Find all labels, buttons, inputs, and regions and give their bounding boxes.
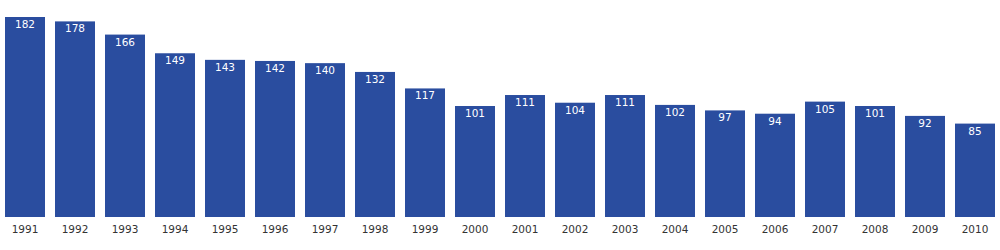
x-tick-label: 2007 <box>812 223 839 235</box>
bar <box>605 95 645 217</box>
data-label: 85 <box>968 125 981 137</box>
data-label: 132 <box>365 73 385 85</box>
x-tick-label: 2004 <box>662 223 689 235</box>
x-tick: 1992 <box>62 217 89 235</box>
x-tick-label: 2005 <box>712 223 739 235</box>
x-tick-label: 2001 <box>512 223 539 235</box>
x-tick: 2002 <box>562 217 589 235</box>
x-tick-label: 1996 <box>262 223 289 235</box>
x-tick-label: 2010 <box>962 223 989 235</box>
data-label: 94 <box>768 115 782 127</box>
data-label: 97 <box>718 111 731 123</box>
bar <box>505 95 545 217</box>
bar <box>105 35 145 217</box>
x-tick: 1998 <box>362 217 389 235</box>
x-tick: 1993 <box>112 217 139 235</box>
bar <box>305 63 345 217</box>
x-tick-label: 2009 <box>912 223 939 235</box>
x-tick: 2000 <box>462 217 489 235</box>
bar <box>5 17 45 217</box>
x-tick-label: 1994 <box>162 223 189 235</box>
x-tick: 2010 <box>962 217 989 235</box>
bar <box>855 106 895 217</box>
data-labels: 182 178 166 149 143 142 140 132 117 101 111 104 111 1… <box>15 18 982 137</box>
data-label: 182 <box>15 18 35 30</box>
bar <box>155 53 195 217</box>
x-tick: 2007 <box>812 217 839 235</box>
data-label: 142 <box>265 62 285 74</box>
bar <box>705 110 745 217</box>
x-tick-label: 1995 <box>212 223 239 235</box>
x-tick: 1996 <box>262 217 289 235</box>
plot: 182 178 166 149 143 142 140 132 117 101 111 104 111 1… <box>5 17 995 235</box>
x-tick: 2003 <box>612 217 639 235</box>
bar <box>805 102 845 217</box>
chart: 182 178 166 149 143 142 140 132 117 101 111 104 111 1… <box>0 0 1000 250</box>
x-tick-label: 1997 <box>312 223 339 235</box>
data-label: 105 <box>815 103 835 115</box>
bar <box>755 114 795 217</box>
x-tick-label: 2008 <box>862 223 889 235</box>
data-label: 111 <box>615 96 635 108</box>
x-tick-label: 1992 <box>62 223 89 235</box>
x-tick-label: 1991 <box>12 223 39 235</box>
x-tick-label: 2000 <box>462 223 489 235</box>
x-tick: 2008 <box>862 217 889 235</box>
bars <box>5 17 995 217</box>
bar <box>255 61 295 217</box>
data-label: 166 <box>115 36 135 48</box>
data-label: 149 <box>165 54 185 66</box>
x-tick-label: 1993 <box>112 223 139 235</box>
data-label: 92 <box>918 117 931 129</box>
x-tick: 2005 <box>712 217 739 235</box>
data-label: 143 <box>215 61 235 73</box>
x-tick: 2009 <box>912 217 939 235</box>
data-label: 102 <box>665 106 685 118</box>
bar <box>905 116 945 217</box>
data-label: 101 <box>465 107 485 119</box>
bar <box>955 124 995 217</box>
x-tick-label: 1999 <box>412 223 439 235</box>
bar <box>355 72 395 217</box>
x-tick: 1997 <box>312 217 339 235</box>
x-tick-label: 2003 <box>612 223 639 235</box>
x-tick: 1995 <box>212 217 239 235</box>
bar <box>205 60 245 217</box>
data-label: 101 <box>865 107 885 119</box>
data-label: 140 <box>315 64 335 76</box>
x-axis: 1991 1992 1993 1994 1995 1996 1997 1998 1999 2000… <box>12 217 989 235</box>
x-tick: 2006 <box>762 217 789 235</box>
bar <box>455 106 495 217</box>
bar <box>405 88 445 217</box>
bar <box>55 21 95 217</box>
data-label: 104 <box>565 104 585 116</box>
x-tick: 1999 <box>412 217 439 235</box>
bar <box>655 105 695 217</box>
data-label: 117 <box>415 89 435 101</box>
data-label: 111 <box>515 96 535 108</box>
x-tick: 1991 <box>12 217 39 235</box>
x-tick-label: 2002 <box>562 223 589 235</box>
x-tick: 2001 <box>512 217 539 235</box>
data-label: 178 <box>65 22 85 34</box>
bar <box>555 103 595 217</box>
x-tick-label: 1998 <box>362 223 389 235</box>
x-tick-label: 2006 <box>762 223 789 235</box>
x-tick: 2004 <box>662 217 689 235</box>
x-tick: 1994 <box>162 217 189 235</box>
